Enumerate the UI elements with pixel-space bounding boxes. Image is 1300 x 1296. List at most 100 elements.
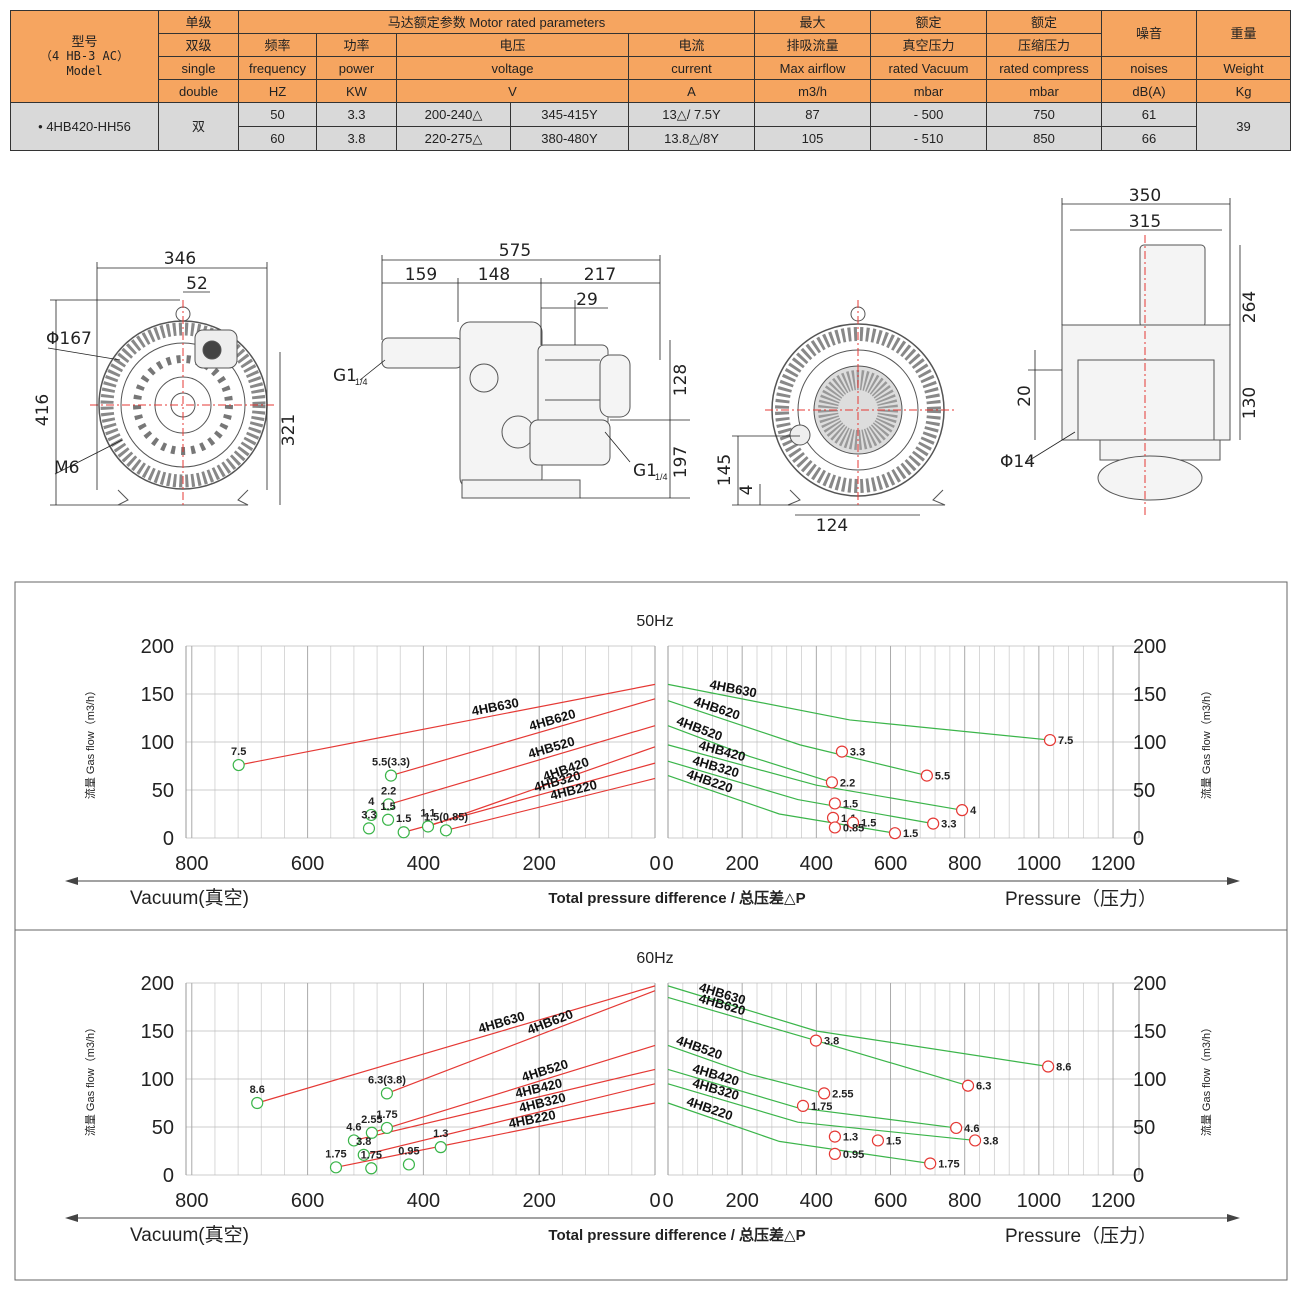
point [380,1121,394,1135]
cell: KW [316,79,397,103]
curve [667,760,934,825]
dimension-label: 128 [671,364,691,396]
point-label: 3.8 [983,1135,998,1147]
cell: 13△/ 7.5Y [627,102,756,127]
x-tick-label: 800 [175,1190,208,1212]
cell: rated Vacuum [870,56,988,80]
cell: 380-480Y [510,126,629,151]
chart-title: 50Hz [636,613,673,630]
point-label: 1.75 [361,1149,382,1161]
point-label: 2.2 [840,777,855,789]
y-tick-label: 50 [152,780,174,802]
curve-label: 4HB520 [674,1032,724,1062]
point-label: 1.75 [938,1158,959,1170]
thread-sub: 1/4 [355,377,368,387]
cell: 750 [986,102,1103,127]
cell: 马达额定参数 Motor rated parameters [237,10,756,34]
point [961,1079,975,1092]
cell: A [627,79,756,103]
cell: single [158,56,239,80]
cell: mbar [870,79,988,103]
point [402,1158,416,1171]
cell: double [158,79,239,103]
y-tick-label: 150 [141,1021,174,1043]
point [818,1087,831,1100]
cell: 噪音 [1101,10,1198,57]
point [828,1130,841,1143]
dimension-label: 315 [1129,212,1161,232]
point [365,1162,378,1175]
y-tick-label: 100 [141,1069,174,1091]
dimension-label: 145 [715,454,735,486]
cell: HZ [238,79,317,103]
point [835,745,849,758]
cell: Kg [1196,79,1292,103]
dimension-label: 575 [499,241,531,261]
cell: 3.3 [316,102,397,127]
point-label: 1.5 [380,801,395,813]
point [924,1157,937,1170]
curve [353,1068,656,1142]
curve-label: 4HB630 [476,1008,526,1036]
y-axis-label: 流量 Gas flow（m3/h） [83,685,97,799]
point-label: 6.3(3.8) [368,1074,406,1086]
cell: 220-275△ [396,126,511,151]
cell: rated compress [986,56,1103,80]
x-tick-label: 1200 [1091,853,1136,875]
point [927,817,940,830]
point-label: 4 [970,805,977,817]
cell: 850 [986,126,1103,151]
cell: 重量 [1196,10,1292,57]
point [955,804,969,817]
x-tick-label: 200 [523,1190,556,1212]
x-tick-label: 600 [874,1190,907,1212]
dimension-label: Φ14 [1000,452,1035,472]
point-label: 1.1 [420,807,435,819]
point [846,816,860,829]
y-tick-label: 50 [1133,780,1155,802]
cell: mbar [986,79,1103,103]
cell: - 510 [870,126,988,151]
x-tick-label: 1200 [1091,1190,1136,1212]
x-axis-label: Vacuum(真空) [130,887,249,909]
y-tick-label: 200 [1133,973,1166,995]
right-view [1061,235,1231,515]
point [251,1096,264,1110]
x-tick-label: 600 [874,853,907,875]
curve [667,985,1049,1068]
x-tick-label: 400 [800,1190,833,1212]
front-dimensions [47,262,281,506]
point-label: 4.6 [964,1123,979,1135]
point-label: 6.3 [976,1081,991,1093]
point-label: 1.3 [843,1132,858,1144]
cell: 功率 [316,33,397,57]
pressure-panel: 0 200 400 600 800 1000 12004HB6304HB6204HB5204… [662,979,1140,1212]
cell: voltage [396,56,629,80]
dimension-label: 52 [186,274,208,294]
curve [667,1102,931,1165]
y-tick-label: 0 [163,828,174,850]
point-label: 1.5 [396,813,411,825]
y-tick-label: 200 [1133,636,1166,658]
y-tick-label: 100 [141,732,174,754]
point [828,1147,841,1160]
rear-dimensions [732,435,920,516]
y-tick-label: 100 [1133,1069,1166,1091]
curve [667,683,1051,741]
dimension-label: 217 [584,265,616,285]
x-tick-label: 400 [407,1190,440,1212]
cell: 排吸流量 [754,33,872,57]
x-tick-label: 1000 [1017,853,1062,875]
y-tick-label: 100 [1133,732,1166,754]
point-label: 2.55 [832,1088,853,1100]
point [796,1099,810,1112]
point-label: 5.5 [935,771,950,783]
dimension-labels: 346 52 Φ167 416 321 M6 575 159 148 217 2… [33,186,1260,536]
point-label: 1.5 [843,798,858,810]
point [397,826,410,839]
point [381,813,395,826]
cell: Max airflow [754,56,872,80]
point-label: 8.6 [250,1084,265,1096]
x-axis-label: Total pressure difference / 总压差△P [548,889,805,907]
dimension-label: 350 [1129,186,1161,206]
